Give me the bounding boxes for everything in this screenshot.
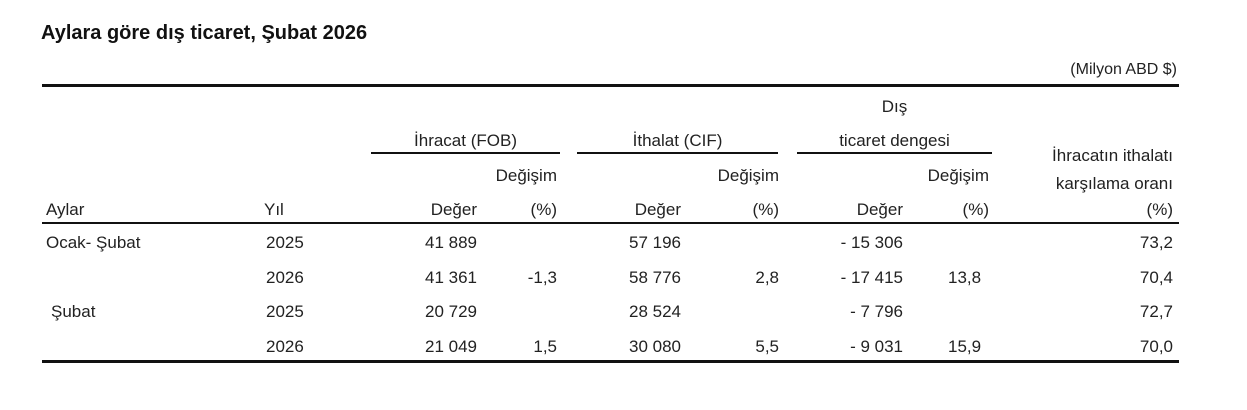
table-top-rule — [42, 84, 1179, 87]
cell-exp-value: 20 729 — [425, 302, 477, 321]
header-exports-value: Değer — [430, 200, 477, 219]
header-imports-value: Değer — [634, 200, 681, 219]
cell-imp-value: 57 196 — [629, 233, 681, 252]
cell-coverage: 70,4 — [1139, 268, 1173, 287]
cell-bal-value: - 17 415 — [840, 268, 903, 287]
header-bottom-rule — [42, 222, 1179, 224]
header-balance-value: Değer — [856, 200, 903, 219]
header-months: Aylar — [46, 200, 85, 219]
cell-bal-change: 15,9 — [948, 337, 982, 356]
cell-exp-value: 41 361 — [425, 268, 477, 287]
header-imports-pct: (%) — [752, 200, 779, 219]
header-coverage-line2: karşılama oranı — [1055, 174, 1173, 193]
cell-bal-value: - 7 796 — [850, 302, 903, 321]
header-year: Yıl — [264, 200, 284, 219]
cell-imp-value: 58 776 — [629, 268, 681, 287]
cell-imp-change: 2,8 — [755, 268, 779, 287]
cell-exp-value: 41 889 — [425, 233, 477, 252]
table-bottom-rule — [42, 360, 1179, 363]
exports-underline — [371, 152, 560, 154]
cell-imp-change: 5,5 — [755, 337, 779, 356]
balance-underline — [797, 152, 992, 154]
imports-underline — [577, 152, 778, 154]
cell-month: Ocak- Şubat — [46, 233, 141, 252]
cell-bal-value: - 9 031 — [850, 337, 903, 356]
header-imports-change: Değişim — [717, 166, 779, 185]
cell-coverage: 70,0 — [1139, 337, 1173, 356]
cell-year: 2025 — [266, 233, 304, 252]
cell-exp-change: -1,3 — [527, 268, 557, 287]
cell-year: 2026 — [266, 268, 304, 287]
header-balance-change: Değişim — [927, 166, 989, 185]
header-balance-line1: Dış — [881, 97, 908, 116]
header-balance-line2: ticaret dengesi — [839, 131, 950, 150]
cell-bal-change: 13,8 — [948, 268, 982, 287]
header-exports-change: Değişim — [495, 166, 557, 185]
cell-imp-value: 28 524 — [629, 302, 681, 321]
header-imports: İthalat (CIF) — [632, 131, 723, 150]
header-exports-pct: (%) — [530, 200, 557, 219]
cell-exp-change: 1,5 — [533, 337, 557, 356]
cell-month: Şubat — [51, 302, 96, 321]
cell-coverage: 73,2 — [1139, 233, 1173, 252]
cell-year: 2026 — [266, 337, 304, 356]
cell-imp-value: 30 080 — [629, 337, 681, 356]
unit-label: (Milyon ABD $) — [1070, 61, 1177, 78]
cell-exp-value: 21 049 — [425, 337, 477, 356]
header-balance-pct: (%) — [962, 200, 989, 219]
cell-year: 2025 — [266, 302, 304, 321]
page-title: Aylara göre dış ticaret, Şubat 2026 — [41, 22, 368, 44]
header-coverage-line3: (%) — [1146, 200, 1173, 219]
header-coverage-line1: İhracatın ithalatı — [1052, 146, 1173, 165]
header-exports: İhracat (FOB) — [414, 131, 517, 150]
cell-bal-value: - 15 306 — [840, 233, 903, 252]
cell-coverage: 72,7 — [1139, 302, 1173, 321]
